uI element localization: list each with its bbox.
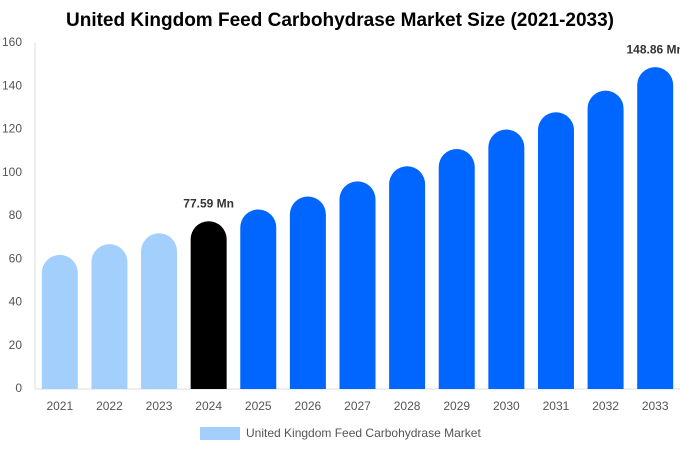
- bar: [339, 181, 376, 389]
- bar: [438, 148, 475, 389]
- bar: [587, 90, 624, 389]
- x-tick-label: 2024: [195, 399, 222, 413]
- x-tick-label: 2021: [46, 399, 73, 413]
- y-tick-label: 100: [2, 165, 22, 179]
- y-tick-label: 120: [2, 122, 22, 136]
- x-tick-label: 2027: [344, 399, 371, 413]
- x-tick-label: 2028: [394, 399, 421, 413]
- bar: [389, 166, 426, 389]
- x-tick-label: 2030: [493, 399, 520, 413]
- value-label: 148.86 Mn: [627, 42, 680, 56]
- bar: [91, 244, 128, 389]
- bar: [637, 67, 674, 389]
- y-tick-label: 160: [2, 35, 22, 49]
- x-tick-label: 2022: [96, 399, 123, 413]
- x-tick-label: 2031: [543, 399, 570, 413]
- bar: [289, 196, 326, 389]
- y-tick-label: 60: [9, 251, 23, 265]
- bar: [41, 254, 78, 389]
- y-tick-label: 80: [9, 208, 23, 222]
- legend-label: United Kingdom Feed Carbohydrase Market: [246, 426, 481, 440]
- x-tick-label: 2026: [295, 399, 322, 413]
- bar: [190, 221, 227, 389]
- bar: [537, 112, 574, 389]
- x-tick-label: 2025: [245, 399, 272, 413]
- y-tick-label: 20: [9, 338, 23, 352]
- y-tick-label: 40: [9, 295, 23, 309]
- y-tick-label: 140: [2, 78, 22, 92]
- legend-swatch: [200, 427, 240, 440]
- x-tick-label: 2032: [592, 399, 619, 413]
- y-tick-label: 0: [15, 381, 22, 395]
- bar: [141, 233, 178, 389]
- value-label: 77.59 Mn: [183, 196, 234, 210]
- x-tick-label: 2029: [443, 399, 470, 413]
- x-tick-label: 2023: [146, 399, 173, 413]
- chart-title: United Kingdom Feed Carbohydrase Market …: [66, 10, 614, 31]
- bar: [488, 129, 525, 390]
- x-tick-label: 2033: [642, 399, 669, 413]
- bar: [240, 209, 277, 389]
